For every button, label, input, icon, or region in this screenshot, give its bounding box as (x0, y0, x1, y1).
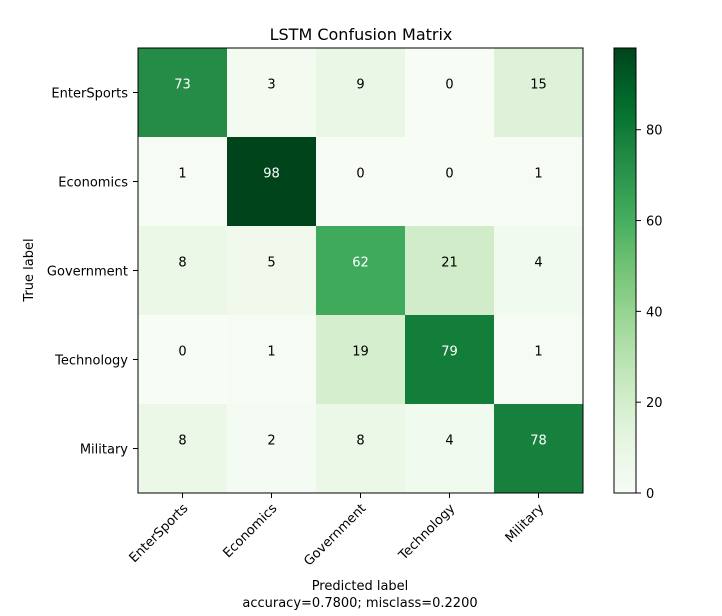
cell-value: 15 (530, 78, 547, 93)
x-tick-label: Military (503, 501, 548, 546)
heatmap-cell (138, 48, 228, 138)
cell-value: 62 (352, 256, 369, 271)
heatmap-cell (227, 137, 317, 227)
cell-value: 19 (352, 345, 369, 360)
x-tick-label: EnterSports (127, 501, 192, 566)
colorbar-tick-label: 0 (646, 487, 654, 502)
y-tick-label: Military (80, 443, 128, 458)
colorbar-ticks: 0 20 40 60 80 (636, 124, 663, 502)
heatmap-cell (227, 48, 317, 138)
x-tick-label: Economics (220, 501, 280, 561)
heatmap-cell (405, 137, 495, 227)
cell-value: 8 (178, 256, 186, 271)
heatmap-cell (494, 226, 584, 316)
colorbar-tick-label: 20 (646, 396, 663, 411)
cell-value: 79 (441, 345, 458, 360)
colorbar-tick-label: 60 (646, 215, 663, 230)
cell-value: 98 (263, 167, 280, 182)
heatmap-cell (316, 48, 406, 138)
heatmap-cell (138, 226, 228, 316)
heatmap-cell (316, 137, 406, 227)
cell-value: 5 (267, 256, 275, 271)
heatmap-cell (494, 404, 584, 494)
cell-value: 0 (445, 167, 453, 182)
heatmap-cell (316, 315, 406, 405)
heatmap-cell (405, 226, 495, 316)
cell-value: 4 (445, 434, 453, 449)
heatmap-cell (494, 137, 584, 227)
y-axis-ticks: EnterSports Economics Government Technology… (47, 87, 138, 458)
x-tick-label: Government (301, 501, 369, 569)
heatmap-cell (405, 404, 495, 494)
y-tick-label: EnterSports (51, 87, 128, 102)
heatmap-cells (138, 48, 584, 494)
heatmap-cell (227, 315, 317, 405)
heatmap-cell (405, 48, 495, 138)
cell-value: 3 (267, 78, 275, 93)
heatmap-cell (138, 404, 228, 494)
cell-value: 1 (178, 167, 186, 182)
cell-value: 0 (356, 167, 364, 182)
chart-title: LSTM Confusion Matrix (270, 25, 453, 44)
cell-value: 8 (178, 434, 186, 449)
colorbar-tick-label: 40 (646, 305, 663, 320)
y-axis-label: True label (22, 238, 37, 302)
cell-value: 73 (174, 78, 191, 93)
accuracy-footer: accuracy=0.7800; misclass=0.2200 (242, 596, 477, 611)
heatmap-cell (316, 404, 406, 494)
cell-value: 21 (441, 256, 458, 271)
cell-value: 2 (267, 434, 275, 449)
cell-value: 1 (534, 345, 542, 360)
x-axis-ticks: EnterSports Economics Government Technology… (127, 493, 548, 569)
cell-value: 9 (356, 78, 364, 93)
heatmap-cell (227, 404, 317, 494)
heatmap-cell (405, 315, 495, 405)
heatmap-cell (316, 226, 406, 316)
cell-value: 1 (534, 167, 542, 182)
y-tick-label: Economics (58, 176, 128, 191)
cell-value: 0 (178, 345, 186, 360)
x-axis-label: Predicted label (312, 579, 409, 594)
y-tick-label: Government (47, 265, 128, 280)
heatmap-cell (494, 315, 584, 405)
cell-value-labels: 73 3 9 0 15 1 98 0 0 1 8 5 62 21 4 0 1 19 79 1 8 2 8 4 78 (174, 78, 547, 449)
colorbar (613, 47, 637, 494)
cell-value: 0 (445, 78, 453, 93)
heatmap-cell (138, 315, 228, 405)
x-tick-label: Technology (396, 501, 459, 564)
y-tick-label: Technology (54, 354, 128, 369)
heatmap-cell (227, 226, 317, 316)
cell-value: 4 (534, 256, 542, 271)
colorbar-tick-label: 80 (646, 124, 663, 139)
heatmap-cell (138, 137, 228, 227)
cell-value: 78 (530, 434, 547, 449)
heatmap-cell (494, 48, 584, 138)
cell-value: 1 (267, 345, 275, 360)
cell-value: 8 (356, 434, 364, 449)
